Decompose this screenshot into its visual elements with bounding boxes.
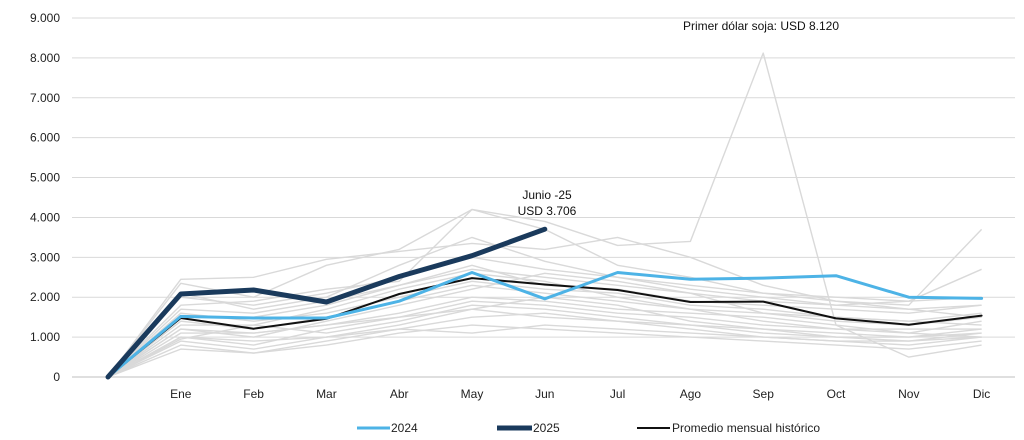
y-tick-label: 1.000 [30, 330, 60, 344]
historical-series-line [107, 264, 982, 378]
historical-series-line [107, 324, 982, 378]
x-tick-label: Dic [973, 387, 990, 401]
x-tick-label: Feb [243, 387, 264, 401]
x-tick-label: Ago [680, 387, 702, 401]
annotation-junio-25-label: Junio -25 [522, 188, 572, 202]
x-tick-label: Mar [316, 387, 337, 401]
y-tick-label: 4.000 [30, 210, 60, 224]
historical-series-line [107, 312, 982, 378]
y-tick-label: 7.000 [30, 91, 60, 105]
historical-series-line [107, 256, 982, 378]
gridlines [72, 17, 1015, 378]
y-tick-label: 9.000 [30, 11, 60, 25]
main-series [105, 226, 984, 380]
x-tick-label: May [461, 387, 484, 401]
legend-2024-label: 2024 [391, 421, 418, 435]
y-tick-label: 6.000 [30, 131, 60, 145]
series-promedio-line [107, 277, 983, 378]
x-tick-label: Jun [535, 387, 554, 401]
series-2025-line [105, 226, 548, 380]
historical-series-line [107, 236, 982, 378]
y-tick-label: 5.000 [30, 171, 60, 185]
x-tick-label: Nov [898, 387, 919, 401]
legend-promedio-label: Promedio mensual histórico [672, 421, 820, 435]
y-tick-label: 2.000 [30, 290, 60, 304]
x-tick-label: Abr [390, 387, 409, 401]
y-tick-label: 3.000 [30, 250, 60, 264]
x-tick-label: Sep [753, 387, 775, 401]
y-tick-label: 8.000 [30, 51, 60, 65]
x-axis-ticks: Ene Feb Mar Abr May Jun Jul Ago Sep Oct Nov Dic [170, 387, 990, 401]
y-tick-label: 0 [53, 370, 60, 384]
legend-2025-label: 2025 [533, 421, 560, 435]
historical-series-line [107, 236, 982, 378]
historical-series-line [107, 308, 982, 378]
historical-series-line [107, 268, 982, 378]
historical-series-line [107, 280, 982, 378]
annotation-junio-25-value: USD 3.706 [518, 204, 577, 218]
historical-series-line [107, 304, 982, 378]
x-tick-label: Oct [827, 387, 846, 401]
historical-series-line [107, 324, 982, 378]
x-tick-label: Jul [610, 387, 625, 401]
x-tick-label: Ene [170, 387, 192, 401]
series-2024-line [106, 271, 984, 379]
annotation-primer-dolar-soja: Primer dólar soja: USD 8.120 [683, 19, 839, 33]
y-axis-ticks: 0 1.000 2.000 3.000 4.000 5.000 6.000 7.000 8.00… [30, 11, 60, 384]
legend: 2024 2025 Promedio mensual histórico [357, 421, 820, 435]
